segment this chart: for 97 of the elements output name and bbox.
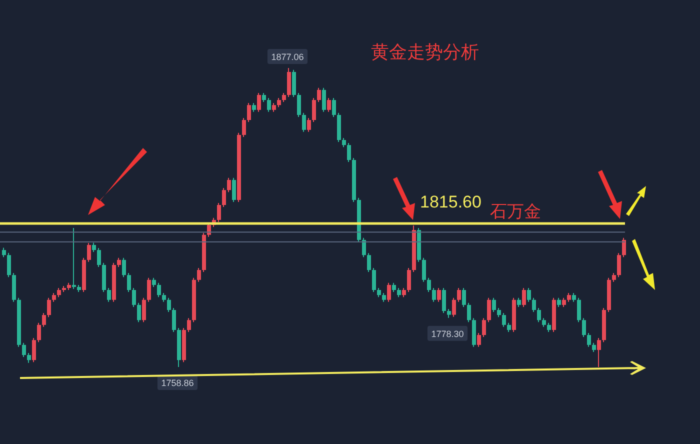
candlestick bbox=[582, 318, 586, 338]
candlestick bbox=[127, 272, 131, 293]
candlestick bbox=[507, 322, 511, 332]
candlestick bbox=[347, 142, 351, 162]
candlestick bbox=[592, 342, 596, 352]
candlestick bbox=[197, 267, 201, 282]
candlestick bbox=[372, 267, 376, 293]
candlestick bbox=[247, 102, 251, 123]
candlestick bbox=[442, 287, 446, 314]
candlestick bbox=[577, 297, 581, 323]
candlestick bbox=[277, 98, 281, 108]
candlestick bbox=[297, 92, 301, 118]
candlestick bbox=[587, 332, 591, 348]
candlestick bbox=[562, 297, 566, 308]
candlestick bbox=[407, 267, 411, 293]
candlestick bbox=[527, 287, 531, 302]
candlestick bbox=[332, 98, 336, 118]
candlestick bbox=[22, 342, 26, 358]
annotation: 1778.30 bbox=[431, 328, 464, 339]
candlestick bbox=[617, 252, 621, 278]
candlestick bbox=[97, 248, 101, 268]
candlestick bbox=[267, 98, 271, 112]
candlestick bbox=[597, 338, 601, 367]
candlestick bbox=[142, 297, 146, 323]
annotation: 1758.86 bbox=[161, 378, 194, 388]
candlestick bbox=[47, 297, 51, 318]
candlestick bbox=[307, 117, 311, 132]
candlestick bbox=[557, 297, 561, 308]
candlestick bbox=[122, 257, 126, 278]
candlestick bbox=[207, 222, 211, 238]
candlestick bbox=[227, 177, 231, 193]
candlestick bbox=[422, 257, 426, 282]
candlestick bbox=[492, 297, 496, 313]
candlestick bbox=[312, 98, 316, 123]
candlestick bbox=[2, 247, 6, 258]
candlestick bbox=[187, 318, 191, 332]
candlestick bbox=[42, 312, 46, 328]
chart-title: 黄金走势分析 bbox=[370, 41, 480, 64]
candlestick bbox=[32, 338, 36, 363]
candlestick bbox=[287, 68, 291, 98]
candlestick bbox=[37, 322, 41, 343]
candlestick bbox=[462, 287, 466, 308]
candlestick bbox=[72, 228, 76, 290]
candlestick bbox=[322, 87, 326, 112]
candlestick bbox=[92, 242, 96, 253]
candlestick bbox=[547, 322, 551, 332]
candlestick bbox=[27, 352, 31, 364]
candlestick bbox=[232, 177, 236, 202]
candlestick bbox=[482, 318, 486, 338]
candlestick bbox=[167, 297, 171, 313]
annotation: 石万金 bbox=[490, 201, 541, 223]
candlestick bbox=[402, 287, 406, 298]
candlestick bbox=[522, 287, 526, 308]
candlestick bbox=[107, 287, 111, 302]
candlestick bbox=[477, 332, 481, 348]
candlestick bbox=[172, 307, 176, 332]
candlestick bbox=[537, 307, 541, 323]
candlestick bbox=[327, 98, 331, 112]
candlestick bbox=[242, 117, 246, 138]
candlestick bbox=[257, 92, 261, 112]
candlestick bbox=[7, 252, 11, 278]
candlestick bbox=[342, 137, 346, 148]
candlestick bbox=[222, 188, 226, 208]
candlestick bbox=[532, 297, 536, 313]
candlestick bbox=[362, 237, 366, 258]
candlestick bbox=[152, 277, 156, 288]
candlestick bbox=[367, 252, 371, 273]
candlestick bbox=[147, 277, 151, 302]
candlestick bbox=[302, 112, 306, 132]
candlestick bbox=[517, 297, 521, 308]
candlestick bbox=[262, 92, 266, 103]
candlestick bbox=[457, 287, 461, 302]
candlestick bbox=[282, 92, 286, 103]
candlestick bbox=[292, 69, 296, 98]
candlestick bbox=[157, 282, 161, 298]
candlestick bbox=[132, 287, 136, 308]
candlestick bbox=[497, 307, 501, 318]
candlestick bbox=[622, 237, 626, 258]
candlestick bbox=[387, 282, 391, 302]
candlestick bbox=[452, 297, 456, 318]
candlestick bbox=[467, 302, 471, 323]
candlestick bbox=[87, 242, 91, 262]
candlestick bbox=[392, 282, 396, 293]
candlestick bbox=[117, 257, 121, 268]
candlestick bbox=[137, 302, 141, 323]
candlestick bbox=[437, 287, 441, 302]
candlestick bbox=[487, 297, 491, 323]
candlestick bbox=[377, 287, 381, 298]
annotation: 1877.06 bbox=[271, 52, 304, 62]
candlestick bbox=[217, 202, 221, 222]
candlestick bbox=[432, 287, 436, 302]
candlestick bbox=[317, 87, 321, 103]
candlestick bbox=[57, 287, 61, 298]
ref-line-label: 1815.60 bbox=[420, 192, 482, 212]
candlestick bbox=[397, 287, 401, 298]
candlestick bbox=[502, 312, 506, 328]
candlestick bbox=[427, 277, 431, 293]
